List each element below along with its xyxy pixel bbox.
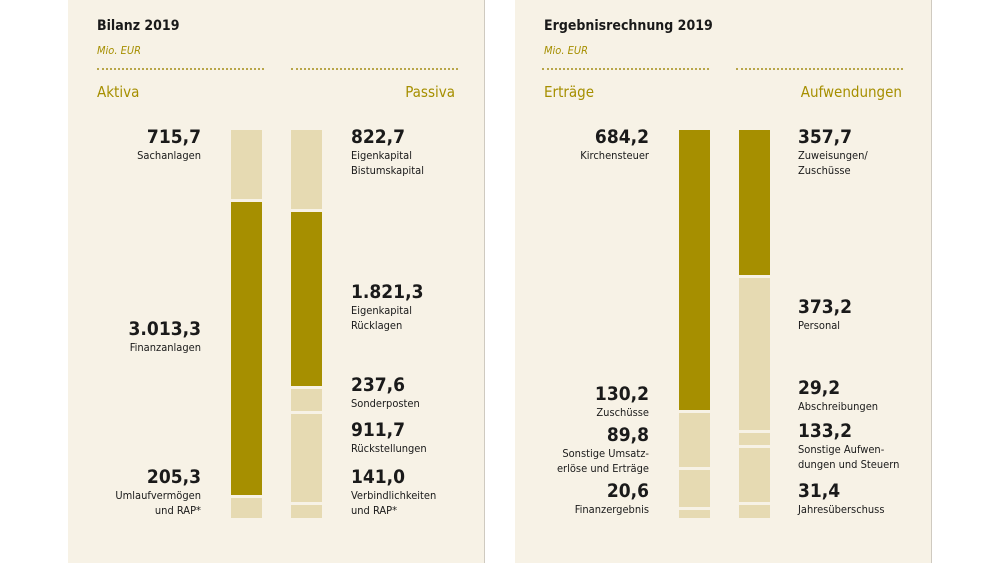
bar-segment-3	[679, 469, 710, 507]
series-heading-ertraege: Erträge	[544, 83, 595, 101]
bar-aufwendungen	[739, 130, 770, 518]
bilanz-panel: Bilanz 2019 Mio. EUR Aktiva Passiva 715,…	[68, 0, 485, 563]
bar-segment-4	[291, 414, 322, 502]
data-label: 89,8 Sonstige Umsatz- erlöse und Erträge	[499, 424, 649, 476]
bar-segment-1	[231, 130, 262, 200]
data-value: 133,2	[798, 420, 853, 442]
data-value: 237,6	[351, 374, 406, 396]
category-label: Sachanlagen	[137, 149, 201, 162]
divider	[97, 68, 264, 70]
category-label: Verbindlichkeiten und RAP*	[351, 489, 437, 517]
series-heading-passiva: Passiva	[405, 83, 455, 101]
category-label: Abschreibungen	[798, 400, 879, 413]
divider	[736, 68, 903, 70]
divider	[542, 68, 709, 70]
data-value: 141,0	[351, 466, 406, 488]
ergebnisrechnung-panel: Ergebnisrechnung 2019 Mio. EUR Erträge A…	[515, 0, 932, 563]
data-value: 911,7	[351, 419, 406, 441]
unit-label: Mio. EUR	[97, 44, 141, 57]
bar-segment-5	[739, 505, 770, 518]
category-label: Finanzergebnis	[574, 503, 649, 516]
bar-segment-3	[231, 498, 262, 518]
category-label: Kirchensteuer	[580, 149, 649, 162]
data-value: 20,6	[606, 480, 649, 502]
category-label: Jahresüberschuss	[798, 503, 885, 516]
data-value: 373,2	[798, 296, 853, 318]
data-label: 130,2 Zuschüsse	[499, 383, 649, 420]
category-label: Zuschüsse	[596, 406, 649, 419]
data-label: 31,4 Jahresüberschuss	[798, 480, 948, 517]
category-label: Umlaufvermögen und RAP*	[115, 489, 201, 517]
bar-segment-2	[739, 278, 770, 431]
category-label: Rückstellungen	[351, 442, 427, 455]
data-label: 1.821,3 Eigenkapital Rücklagen	[351, 281, 501, 333]
data-value: 822,7	[351, 126, 406, 148]
data-value: 684,2	[594, 126, 649, 148]
data-value: 130,2	[594, 383, 649, 405]
data-label: 133,2 Sonstige Aufwen- dungen und Steuern	[798, 420, 948, 472]
bar-segment-1	[291, 130, 322, 209]
series-heading-aktiva: Aktiva	[97, 83, 140, 101]
data-label: 237,6 Sonderposten	[351, 374, 501, 411]
bar-passiva	[291, 130, 322, 518]
bar-segment-5	[291, 504, 322, 518]
category-label: Sonstige Umsatz- erlöse und Erträge	[556, 447, 649, 475]
data-value: 357,7	[798, 126, 853, 148]
data-label: 715,7 Sachanlagen	[51, 126, 201, 163]
category-label: Sonderposten	[351, 397, 420, 410]
bar-ertraege	[679, 130, 710, 518]
bar-segment-1	[679, 130, 710, 411]
category-label: Eigenkapital Bistumskapital	[351, 149, 424, 177]
category-label: Zuweisungen/ Zuschüsse	[798, 149, 868, 177]
category-label: Finanzanlagen	[129, 341, 201, 354]
divider	[291, 68, 458, 70]
data-value: 715,7	[146, 126, 201, 148]
data-label: 3.013,3 Finanzanlagen	[51, 318, 201, 355]
category-label: Eigenkapital Rücklagen	[351, 304, 412, 332]
bar-segment-2	[679, 413, 710, 467]
bar-segment-3	[739, 433, 770, 446]
bar-segment-2	[291, 211, 322, 386]
series-heading-aufwendungen: Aufwendungen	[800, 83, 902, 101]
bar-segment-4	[679, 509, 710, 518]
chart-title: Bilanz 2019	[97, 18, 180, 34]
bar-aktiva	[231, 130, 262, 518]
data-value: 29,2	[798, 377, 841, 399]
data-label: 822,7 Eigenkapital Bistumskapital	[351, 126, 501, 178]
data-value: 3.013,3	[128, 318, 201, 340]
unit-label: Mio. EUR	[544, 44, 588, 57]
data-value: 1.821,3	[351, 281, 424, 303]
chart-title: Ergebnisrechnung 2019	[544, 18, 713, 34]
bar-segment-1	[739, 130, 770, 276]
bar-segment-4	[739, 448, 770, 503]
category-label: Personal	[798, 319, 841, 332]
data-label: 911,7 Rückstellungen	[351, 419, 501, 456]
data-label: 357,7 Zuweisungen/ Zuschüsse	[798, 126, 948, 178]
data-label: 205,3 Umlaufvermögen und RAP*	[51, 466, 201, 518]
bar-segment-2	[231, 202, 262, 496]
data-label: 20,6 Finanzergebnis	[499, 480, 649, 517]
category-label: Sonstige Aufwen- dungen und Steuern	[798, 443, 900, 471]
data-label: 141,0 Verbindlichkeiten und RAP*	[351, 466, 501, 518]
data-label: 29,2 Abschreibungen	[798, 377, 948, 414]
data-value: 31,4	[798, 480, 841, 502]
data-label: 373,2 Personal	[798, 296, 948, 333]
data-value: 89,8	[606, 424, 649, 446]
data-value: 205,3	[146, 466, 201, 488]
bar-segment-3	[291, 388, 322, 412]
data-label: 684,2 Kirchensteuer	[499, 126, 649, 163]
